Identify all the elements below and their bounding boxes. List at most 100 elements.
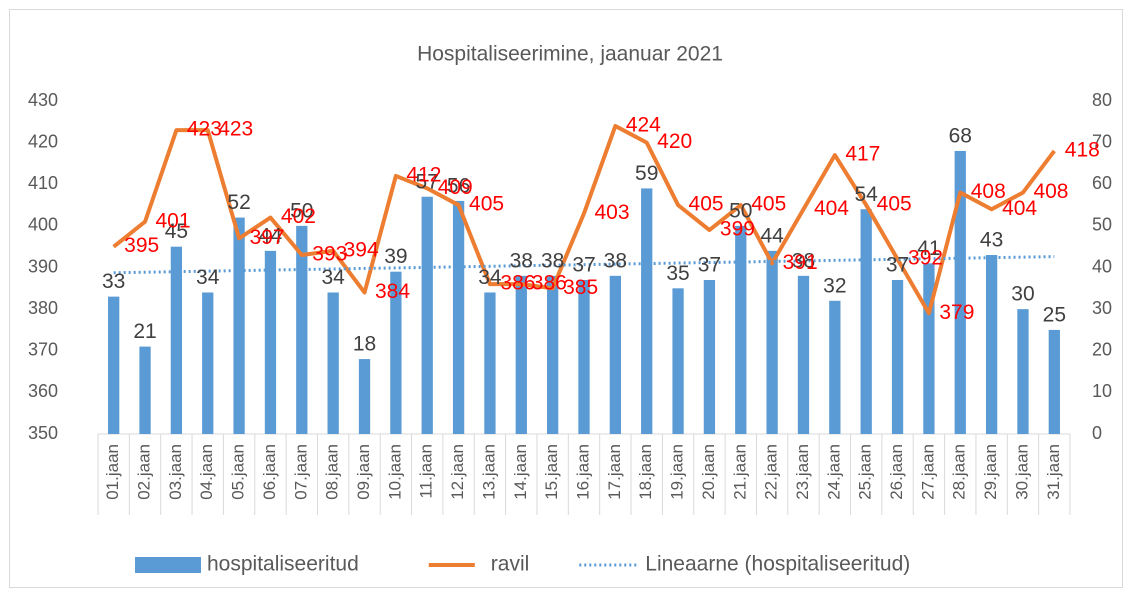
x-tick-label: 24.jaan	[824, 444, 843, 500]
bar	[985, 255, 998, 434]
x-tick-label: 10.jaan	[385, 444, 404, 500]
chart-border	[9, 9, 1123, 588]
y2-tick-label: 80	[1092, 90, 1112, 110]
bar-value-label: 25	[1043, 303, 1066, 326]
chart-title: Hospitaliseerimine, jaanuar 2021	[417, 43, 723, 66]
x-tick-label: 27.jaan	[918, 444, 937, 500]
bar-value-label: 45	[165, 220, 188, 243]
bar	[1017, 309, 1029, 434]
y2-tick-label: 50	[1092, 215, 1112, 235]
bar-value-label: 38	[792, 249, 815, 272]
bar	[421, 196, 433, 434]
bar-value-label: 33	[102, 270, 125, 293]
x-tick-label: 29.jaan	[981, 444, 1000, 500]
bar-value-label: 41	[917, 237, 940, 260]
line-value-label: 420	[657, 130, 692, 153]
y2-tick-label: 70	[1092, 131, 1112, 151]
x-tick-label: 17.jaan	[605, 444, 624, 500]
x-tick-label: 09.jaan	[354, 444, 373, 500]
y-tick-label: 380	[28, 298, 58, 318]
bar-value-label: 39	[384, 245, 407, 268]
bar	[703, 279, 716, 434]
y2-tick-label: 60	[1092, 173, 1112, 193]
line-value-label: 393	[312, 243, 347, 266]
bar	[923, 263, 935, 434]
line-value-label: 394	[344, 238, 379, 261]
line-value-label: 397	[250, 226, 285, 249]
bar-value-label: 50	[290, 199, 313, 222]
bar-value-label: 18	[353, 333, 376, 356]
line-value-label: 405	[689, 193, 724, 216]
bar-value-label: 34	[196, 266, 220, 289]
bar-value-label: 44	[760, 224, 784, 247]
y-tick-label: 410	[28, 173, 58, 193]
line-value-label: 399	[720, 218, 755, 241]
x-tick-label: 05.jaan	[229, 444, 248, 500]
line-value-label: 402	[281, 205, 316, 228]
bar-value-label: 32	[823, 274, 846, 297]
bar	[547, 275, 559, 434]
y2-tick-label: 10	[1092, 381, 1112, 401]
x-tick-label: 02.jaan	[135, 444, 154, 500]
bar-value-label: 54	[855, 183, 879, 206]
bar	[891, 279, 904, 434]
line-value-label: 423	[187, 118, 222, 141]
bar	[390, 271, 402, 434]
y-tick-label: 360	[28, 381, 58, 401]
x-tick-label: 16.jaan	[573, 444, 592, 500]
x-tick-label: 08.jaan	[323, 444, 342, 500]
trendline	[113, 255, 1055, 275]
bar-value-label: 44	[259, 224, 283, 247]
line-value-label: 424	[626, 114, 661, 137]
legend-swatch	[135, 557, 201, 573]
y-tick-label: 420	[28, 131, 58, 151]
x-tick-label: 26.jaan	[887, 444, 906, 500]
bar	[233, 217, 245, 434]
bar	[766, 250, 778, 434]
y2-tick-label: 40	[1092, 256, 1112, 276]
bar-value-label: 34	[478, 266, 502, 289]
line	[112, 123, 1056, 316]
line-value-label: 395	[124, 234, 159, 257]
bar-value-label: 37	[886, 254, 909, 277]
y2-tick-label: 30	[1092, 298, 1112, 318]
line-value-label: 391	[783, 251, 818, 274]
line-value-label: 405	[751, 193, 786, 216]
bar	[797, 275, 810, 434]
bar	[139, 346, 151, 434]
x-tick-label: 04.jaan	[197, 444, 216, 500]
line-value-label: 405	[877, 193, 912, 216]
line-value-label: 379	[939, 301, 974, 324]
line-value-label: 386	[500, 272, 535, 295]
x-tick-label: 21.jaan	[730, 444, 749, 500]
line-value-label: 408	[971, 180, 1006, 203]
x-tick-label: 31.jaan	[1044, 444, 1063, 500]
x-tick-label: 22.jaan	[762, 444, 781, 500]
bar-value-label: 34	[321, 266, 345, 289]
bar-value-label: 52	[227, 191, 250, 214]
bar-value-label: 38	[604, 249, 627, 272]
line-value-label: 384	[375, 280, 410, 303]
bar-value-label: 37	[698, 254, 721, 277]
line-value-label: 409	[438, 176, 473, 199]
bar-value-label: 38	[541, 249, 564, 272]
x-tick-label: 03.jaan	[166, 444, 185, 500]
x-tick-label: 15.jaan	[542, 444, 561, 500]
bar	[170, 246, 183, 434]
line-value-label: 412	[406, 163, 441, 186]
bar-value-label: 30	[1011, 283, 1034, 306]
x-tick-label: 01.jaan	[103, 444, 122, 500]
bar	[578, 279, 590, 434]
bar	[515, 275, 527, 434]
bar-value-label: 37	[572, 254, 595, 277]
bar	[860, 209, 872, 434]
bar	[484, 292, 496, 434]
x-tick-label: 14.jaan	[511, 444, 530, 500]
line-value-label: 392	[908, 247, 943, 270]
line-value-label: 417	[845, 143, 880, 166]
x-tick-label: 23.jaan	[793, 444, 812, 500]
bar	[641, 188, 653, 434]
line-value-label: 423	[218, 118, 253, 141]
legend-label: Lineaarne (hospitaliseeritud)	[645, 553, 910, 576]
